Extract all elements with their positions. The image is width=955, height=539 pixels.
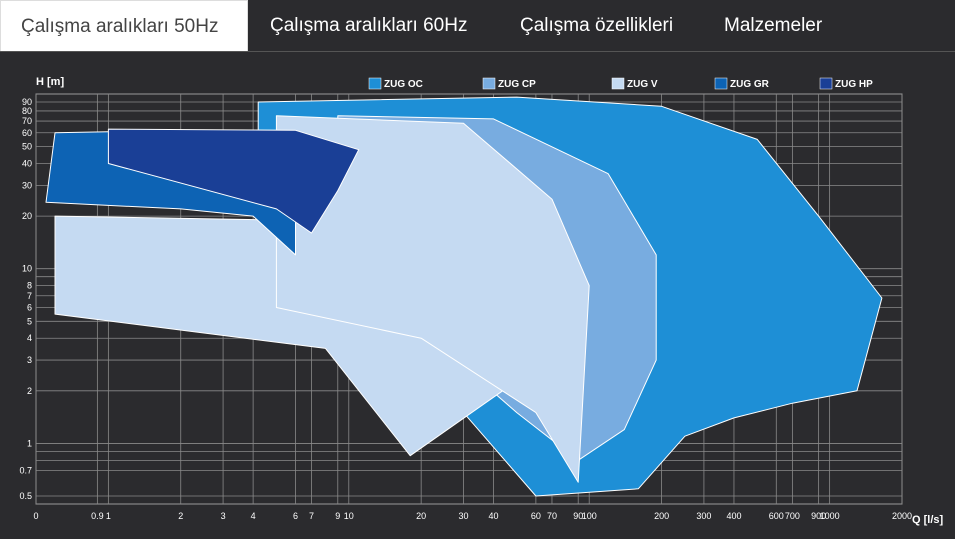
legend-label: ZUG OC bbox=[384, 79, 423, 90]
x-tick-label: 2 bbox=[178, 511, 183, 521]
x-tick-label: 20 bbox=[416, 511, 426, 521]
x-tick-label: 600 bbox=[769, 511, 784, 521]
tab-bar: Çalışma aralıkları 50Hz Çalışma aralıkla… bbox=[0, 0, 955, 52]
y-tick-label: 4 bbox=[27, 333, 32, 343]
y-tick-label: 10 bbox=[22, 264, 32, 274]
x-tick-label: 10 bbox=[344, 511, 354, 521]
x-tick-label: 3 bbox=[221, 511, 226, 521]
x-tick-label: 40 bbox=[489, 511, 499, 521]
x-tick-label: 700 bbox=[785, 511, 800, 521]
x-tick-label: 0.9 bbox=[91, 511, 104, 521]
x-tick-label: 1000 bbox=[820, 511, 840, 521]
performance-regions bbox=[45, 96, 883, 497]
x-tick-label: 2000 bbox=[892, 511, 912, 521]
legend-swatch bbox=[819, 77, 833, 90]
legend-item[interactable]: ZUG GR bbox=[714, 77, 770, 90]
x-tick-label: 0 bbox=[33, 511, 38, 521]
x-axis-label: Q [l/s] bbox=[912, 514, 944, 526]
legend-label: ZUG HP bbox=[835, 79, 873, 90]
region-zug-v bbox=[275, 115, 590, 483]
legend-item[interactable]: ZUG CP bbox=[482, 77, 536, 90]
legend-swatch bbox=[611, 77, 625, 90]
y-tick-label: 3 bbox=[27, 355, 32, 365]
region-zug-hp bbox=[107, 128, 360, 234]
x-tick-label: 300 bbox=[696, 511, 711, 521]
tab-materials[interactable]: Malzemeler bbox=[724, 15, 823, 36]
y-tick-label: 8 bbox=[27, 281, 32, 291]
y-tick-label: 30 bbox=[22, 180, 32, 190]
y-tick-label: 50 bbox=[22, 142, 32, 152]
legend-item[interactable]: ZUG OC bbox=[368, 77, 423, 90]
legend-swatch bbox=[714, 77, 728, 90]
y-tick-label: 5 bbox=[27, 316, 32, 326]
y-tick-label: 0.5 bbox=[19, 491, 32, 501]
y-tick-label: 6 bbox=[27, 302, 32, 312]
y-tick-label: 1 bbox=[27, 438, 32, 448]
y-tick-label: 90 bbox=[22, 97, 32, 107]
y-tick-label: 2 bbox=[27, 386, 32, 396]
x-tick-label: 60 bbox=[531, 511, 541, 521]
y-tick-label: 20 bbox=[22, 211, 32, 221]
legend-item[interactable]: ZUG V bbox=[611, 77, 658, 90]
tab-50hz-ranges[interactable]: Çalışma aralıkları 50Hz bbox=[0, 0, 248, 51]
x-tick-label: 4 bbox=[251, 511, 256, 521]
legend-swatch bbox=[368, 77, 382, 90]
legend-swatch bbox=[482, 77, 496, 90]
y-axis-label: H [m] bbox=[36, 76, 64, 88]
x-tick-label: 90 bbox=[573, 511, 583, 521]
x-tick-label: 1 bbox=[106, 511, 111, 521]
x-tick-label: 70 bbox=[547, 511, 557, 521]
y-tick-label: 70 bbox=[22, 116, 32, 126]
x-tick-label: 30 bbox=[458, 511, 468, 521]
legend-item[interactable]: ZUG HP bbox=[819, 77, 873, 90]
y-tick-label: 60 bbox=[22, 128, 32, 138]
tab-60hz-ranges[interactable]: Çalışma aralıkları 60Hz bbox=[270, 15, 468, 36]
x-tick-label: 6 bbox=[293, 511, 298, 521]
x-tick-label: 900 bbox=[811, 511, 826, 521]
x-tick-label: 7 bbox=[309, 511, 314, 521]
y-tick-label: 7 bbox=[27, 291, 32, 301]
x-tick-label: 400 bbox=[726, 511, 741, 521]
x-tick-label: 200 bbox=[654, 511, 669, 521]
y-tick-label: 0.7 bbox=[19, 465, 32, 475]
y-tick-label: 40 bbox=[22, 159, 32, 169]
legend-label: ZUG GR bbox=[730, 79, 770, 90]
x-tick-label: 100 bbox=[582, 511, 597, 521]
legend-label: ZUG CP bbox=[498, 79, 536, 90]
legend-label: ZUG V bbox=[627, 79, 658, 90]
tab-characteristics[interactable]: Çalışma özellikleri bbox=[520, 15, 674, 36]
chart-legend: ZUG OC ZUG CP ZUG V ZUG GR ZUG HP bbox=[368, 77, 873, 90]
x-tick-label: 9 bbox=[335, 511, 340, 521]
y-tick-label: 80 bbox=[22, 106, 32, 116]
